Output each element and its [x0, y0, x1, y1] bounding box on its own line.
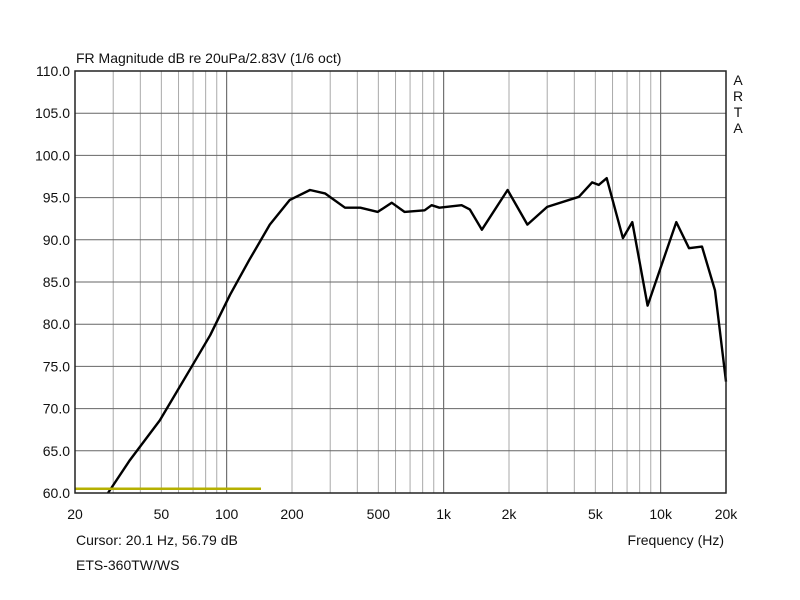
- arta-watermark-letter: A: [733, 120, 743, 136]
- measurement-name: ETS-360TW/WS: [76, 557, 179, 573]
- y-tick-label: 95.0: [43, 190, 70, 206]
- y-tick-label: 85.0: [43, 274, 70, 290]
- cursor-readout: Cursor: 20.1 Hz, 56.79 dB: [76, 532, 238, 548]
- x-tick-label: 200: [280, 506, 304, 522]
- y-tick-label: 65.0: [43, 443, 70, 459]
- x-axis-label: Frequency (Hz): [628, 532, 724, 548]
- x-tick-label: 20: [67, 506, 83, 522]
- arta-watermark-letter: R: [733, 88, 743, 104]
- y-tick-label: 80.0: [43, 316, 70, 332]
- x-tick-label: 500: [367, 506, 391, 522]
- arta-watermark-letter: T: [734, 104, 743, 120]
- arta-watermark-letter: A: [733, 72, 743, 88]
- x-tick-label: 20k: [715, 506, 739, 522]
- y-tick-label: 105.0: [35, 105, 70, 121]
- fr-curve: [107, 176, 728, 494]
- y-tick-label: 75.0: [43, 358, 70, 374]
- x-tick-label: 10k: [649, 506, 673, 522]
- x-tick-label: 2k: [502, 506, 518, 522]
- chart-title: FR Magnitude dB re 20uPa/2.83V (1/6 oct): [76, 50, 341, 66]
- y-tick-label: 60.0: [43, 485, 70, 501]
- y-tick-label: 90.0: [43, 232, 70, 248]
- y-tick-label: 110.0: [36, 63, 70, 79]
- x-tick-label: 5k: [588, 506, 604, 522]
- y-tick-label: 100.0: [35, 147, 70, 163]
- plot-frame: [74, 70, 727, 494]
- x-tick-label: 1k: [436, 506, 452, 522]
- x-tick-label: 50: [154, 506, 170, 522]
- x-tick-label: 100: [215, 506, 239, 522]
- y-tick-label: 70.0: [43, 401, 70, 417]
